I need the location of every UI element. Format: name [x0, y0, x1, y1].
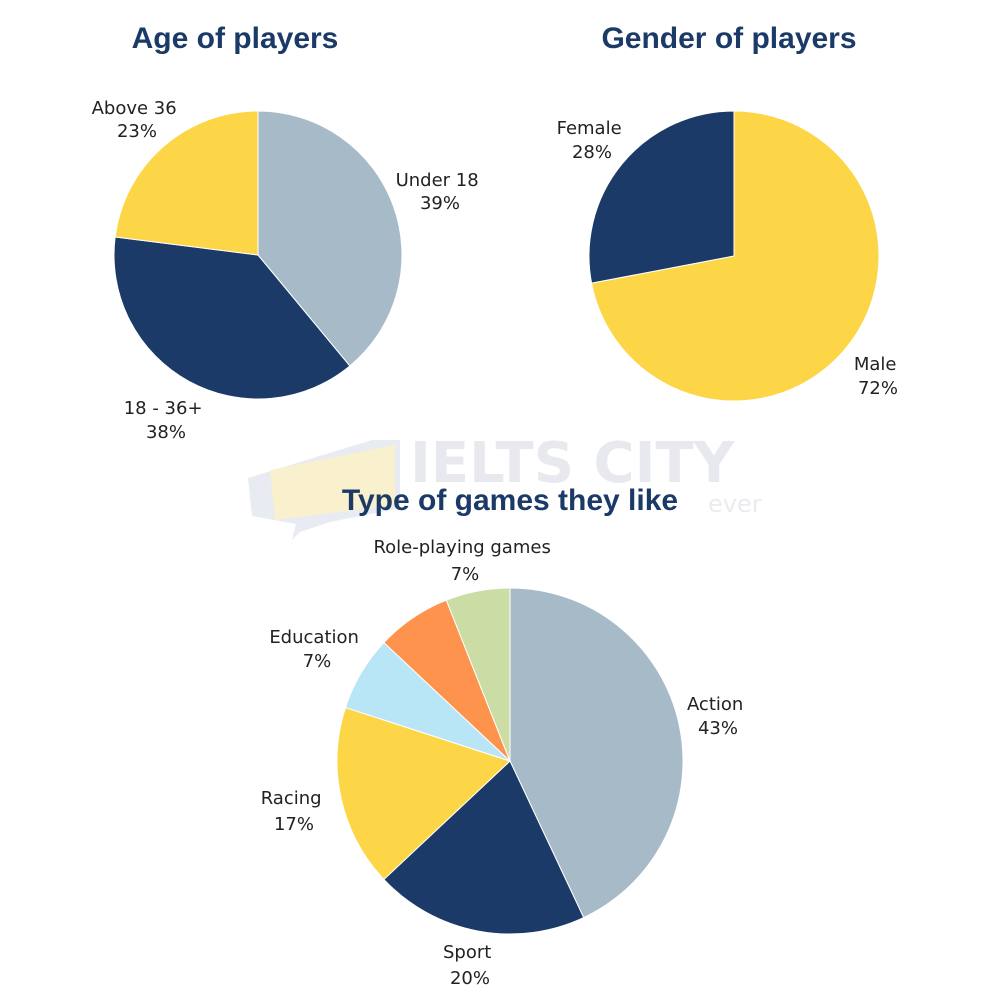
age-slice-above-36: [114, 110, 259, 256]
games-slice-unlabeled-5: [445, 587, 511, 762]
games-label-racing-name: Racing: [261, 788, 322, 809]
age-slice-18-36: [113, 236, 351, 400]
gender-label-female: Female 28%: [557, 118, 628, 163]
games-slice-sport: [383, 760, 585, 935]
age-label-above-36-value: 23%: [117, 121, 157, 142]
watermark-brand: IELTS CITY: [410, 431, 736, 496]
gender-label-female-value: 28%: [572, 142, 612, 163]
age-label-under-18-name: Under 18: [396, 170, 479, 191]
games-label-racing-value: 17%: [274, 814, 314, 835]
gender-label-male: Male 72%: [854, 354, 902, 399]
age-slice-under-18: [257, 110, 403, 367]
games-pie: [336, 587, 684, 935]
watermark-logo: IELTS CITY ever: [248, 431, 762, 540]
games-label-education-value: 7%: [303, 651, 332, 672]
games-label-sport-value: 20%: [450, 968, 490, 989]
gender-slice-labels: Male 72% Female 28%: [557, 118, 902, 399]
games-label-education: Education 7%: [269, 627, 364, 672]
age-label-under-18-value: 39%: [420, 193, 460, 214]
games-label-role-playing-value: 7%: [451, 564, 480, 585]
watermark-tagline: ever: [708, 490, 762, 518]
gender-pie: [588, 110, 880, 402]
age-label-under-18: Under 18 39%: [396, 170, 485, 214]
age-label-18-36-value: 38%: [146, 422, 186, 443]
games-label-role-playing: Role-playing games 7%: [373, 537, 556, 585]
age-label-18-36: 18 - 36+ 38%: [124, 398, 209, 443]
games-label-education-name: Education: [269, 627, 359, 648]
games-label-action-value: 43%: [698, 718, 738, 739]
games-slice-racing: [336, 706, 511, 881]
gender-slice-male: [590, 110, 880, 402]
age-label-above-36: Above 36 23%: [92, 98, 183, 142]
gender-slice-female: [588, 110, 735, 284]
games-label-action: Action 43%: [687, 694, 749, 739]
watermark-book-icon: [270, 445, 395, 520]
games-label-racing: Racing 17%: [261, 788, 328, 835]
gender-of-players-chart: Gender of players Male 72% Female 28%: [557, 22, 902, 402]
games-type-chart: Type of games they like Action 43% Sport…: [261, 484, 749, 989]
age-of-players-chart: Age of players Under 18 39% 18 - 36+ 38%…: [92, 22, 485, 443]
age-chart-title: Age of players: [132, 22, 339, 55]
gender-chart-title: Gender of players: [601, 22, 856, 55]
age-label-18-36-name: 18 - 36+: [124, 398, 203, 419]
gender-label-male-name: Male: [854, 354, 897, 375]
games-label-sport-name: Sport: [443, 942, 491, 963]
games-chart-title: Type of games they like: [342, 484, 678, 517]
gender-label-male-value: 72%: [858, 378, 898, 399]
games-label-action-name: Action: [687, 694, 743, 715]
games-slice-labels: Action 43% Sport 20% Racing 17% Educatio…: [261, 537, 749, 989]
age-label-above-36-name: Above 36: [92, 98, 177, 119]
age-pie: [113, 110, 403, 400]
games-slice-action: [509, 587, 684, 919]
gender-label-female-name: Female: [557, 118, 622, 139]
games-label-sport: Sport 20%: [443, 942, 497, 989]
games-label-role-playing-name: Role-playing games: [373, 537, 550, 558]
age-slice-labels: Under 18 39% 18 - 36+ 38% Above 36 23%: [92, 98, 485, 443]
